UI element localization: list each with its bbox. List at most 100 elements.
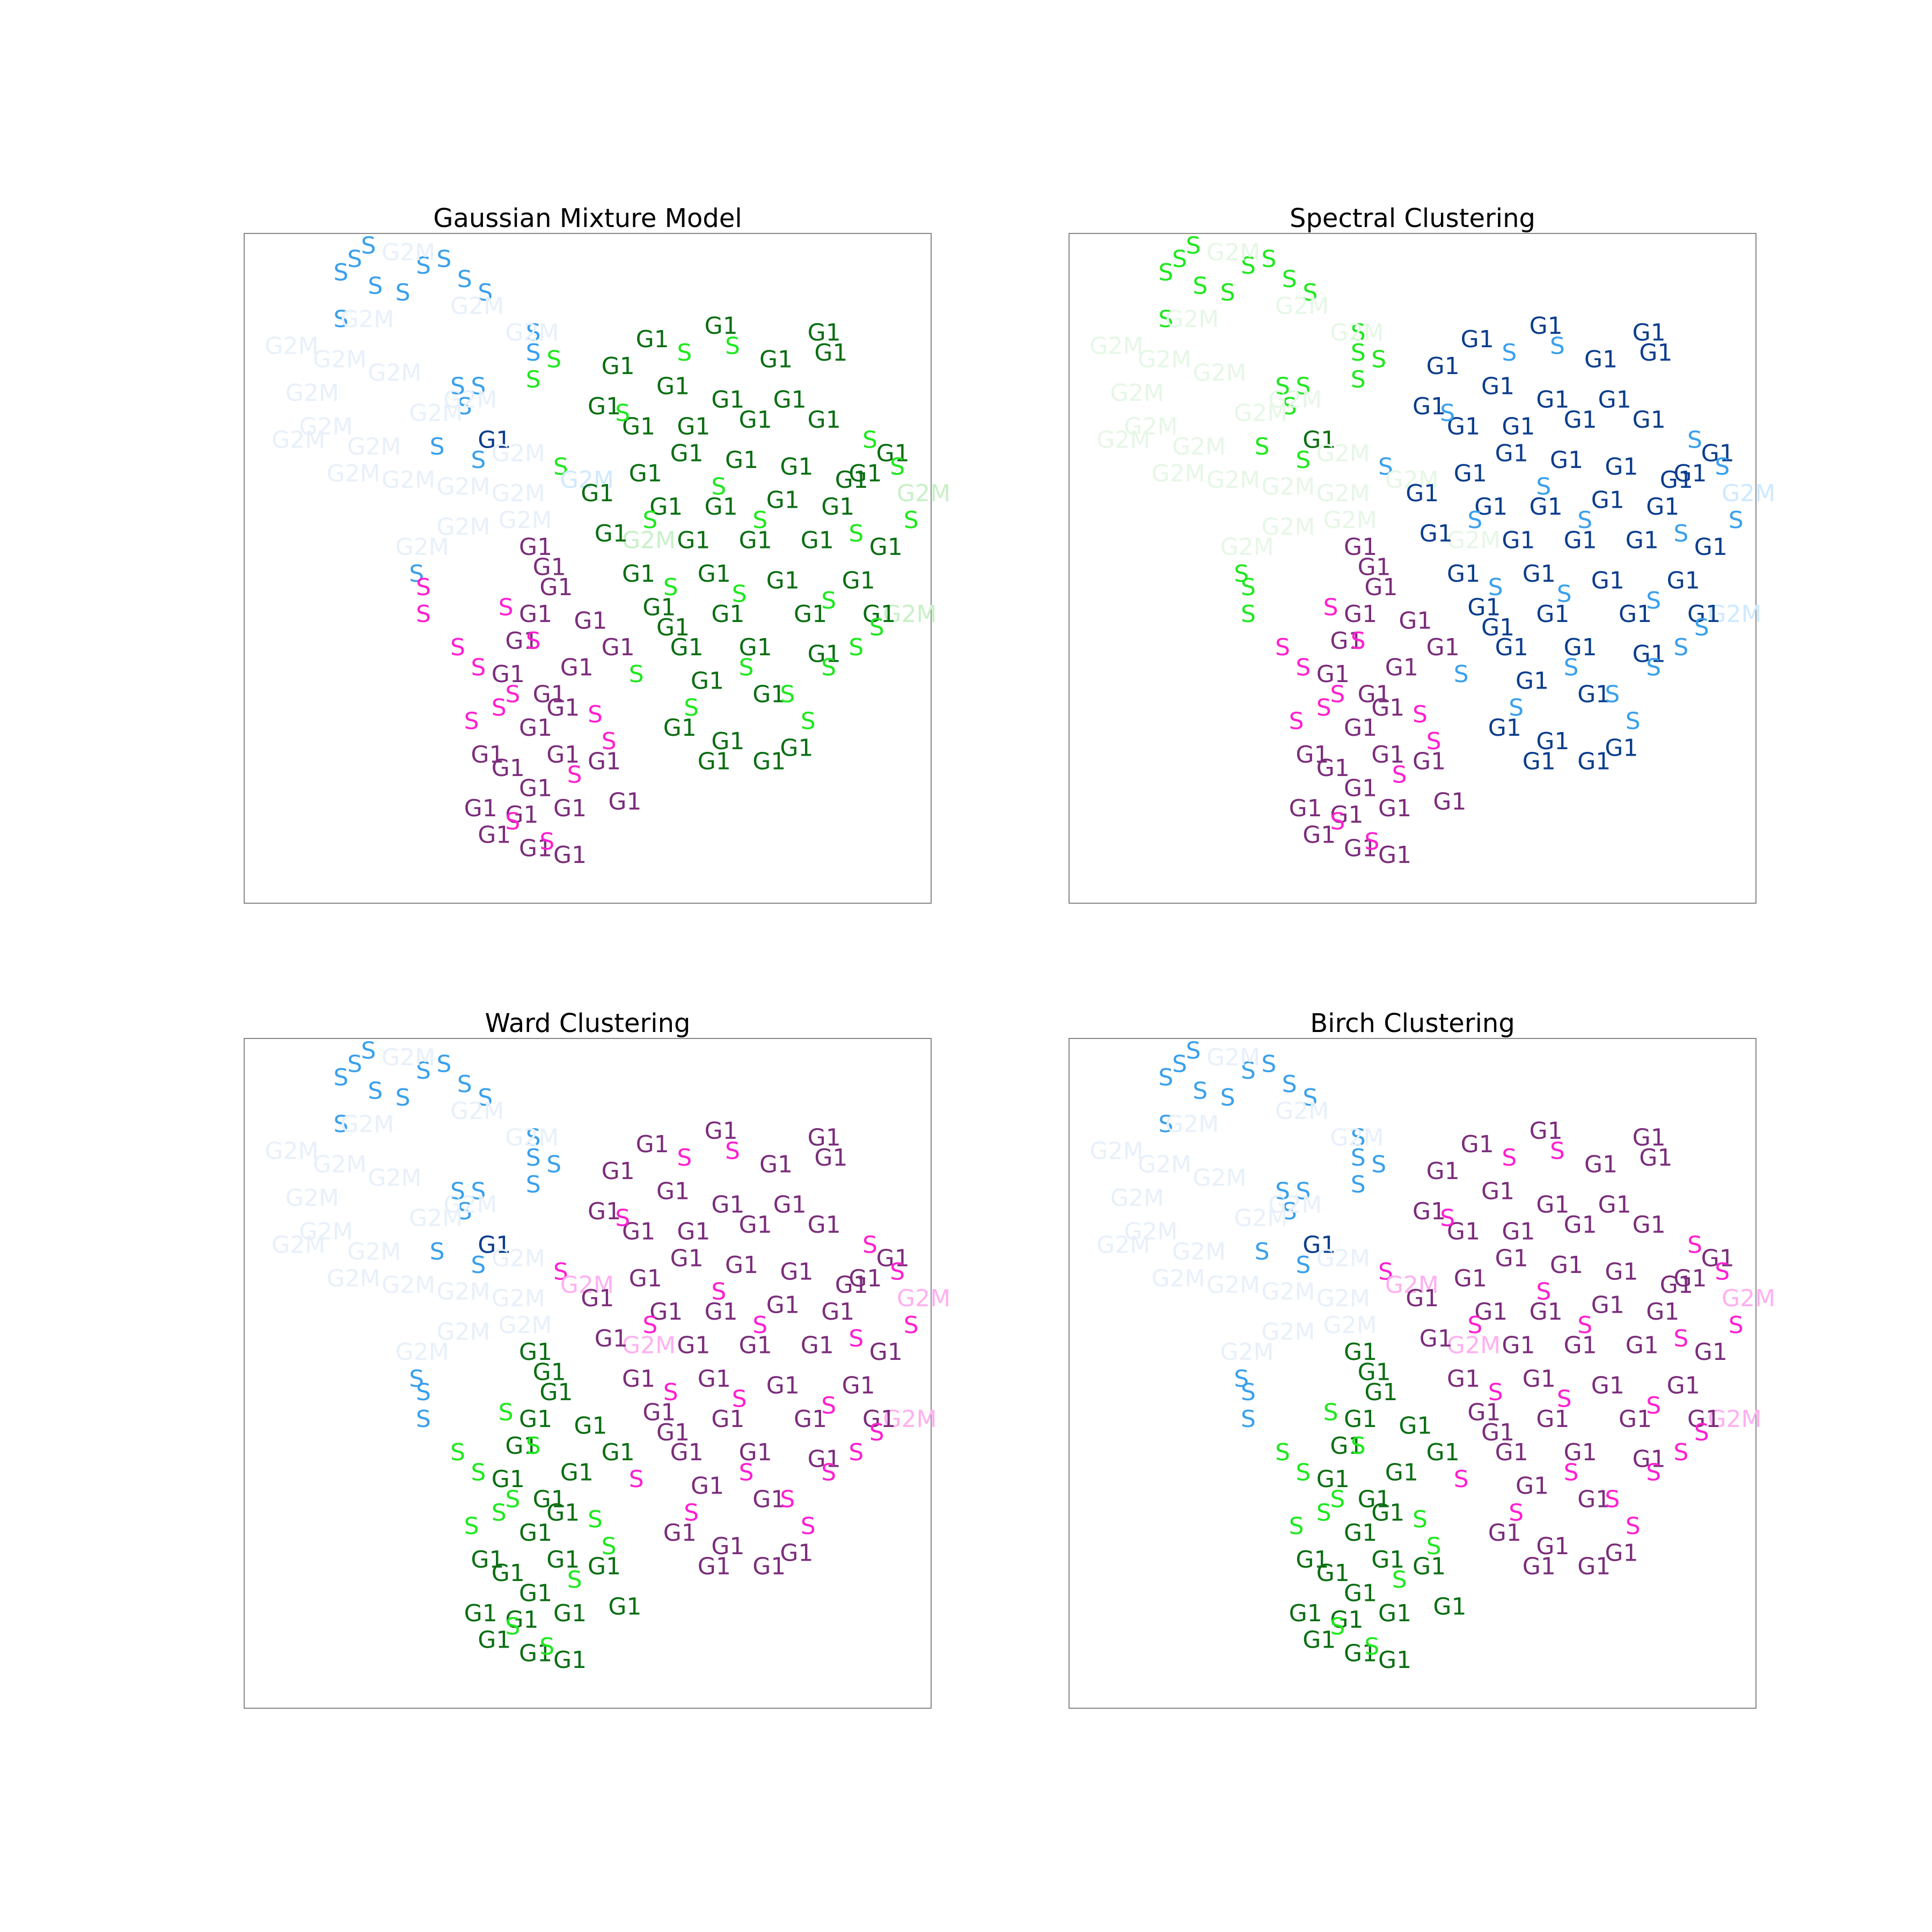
point-label-g2m: G2M xyxy=(1206,239,1260,266)
point-label-g2m: G2M xyxy=(499,507,552,534)
point-label-g1: G1 xyxy=(574,607,607,634)
point-label-g1: G1 xyxy=(1447,413,1480,440)
point-label-s: S xyxy=(1715,1258,1730,1285)
point-label-s: S xyxy=(1454,661,1469,688)
point-label-g2m: G2M xyxy=(327,460,380,487)
point-label-g2m: G2M xyxy=(1316,1285,1370,1312)
point-label-s: S xyxy=(1646,654,1661,682)
point-label-g1: G1 xyxy=(1330,627,1363,655)
point-label-s: S xyxy=(396,1084,411,1111)
point-label-s: S xyxy=(347,245,362,273)
point-label-g1: G1 xyxy=(642,1399,676,1426)
point-label-g1: G1 xyxy=(1584,346,1618,374)
axes-frame xyxy=(1069,233,1757,904)
panel-ward-clustering: Ward Clustering SSS S SS SS SS SSS SSS SSSSG1G2… xyxy=(244,1008,950,1709)
point-label-g1: G1 xyxy=(1495,1439,1528,1466)
point-label-g1: G1 xyxy=(1536,1191,1569,1219)
point-label-s: S xyxy=(1275,1439,1290,1466)
point-label-g1: G1 xyxy=(1454,1265,1487,1292)
point-label-s: S xyxy=(471,1252,486,1279)
point-label-g1: G1 xyxy=(464,1600,497,1627)
point-label-s: S xyxy=(1330,681,1345,708)
point-label-g1: G1 xyxy=(1474,1298,1507,1326)
point-label-g1: G1 xyxy=(1605,734,1638,762)
point-label-g1: G1 xyxy=(1605,1258,1638,1285)
point-label-g2m: G2M xyxy=(1261,1319,1315,1346)
point-label-s: S xyxy=(499,1399,514,1426)
point-label-g1: G1 xyxy=(780,734,813,762)
point-label-g1: G1 xyxy=(1577,1486,1611,1513)
point-label-g2m: G2M xyxy=(347,1238,401,1265)
point-label-g2m: G2M xyxy=(436,473,490,501)
point-label-s: S xyxy=(1220,1084,1235,1111)
point-label-g2m: G2M xyxy=(492,1285,545,1312)
point-label-s: S xyxy=(416,1406,431,1433)
point-label-g1: G1 xyxy=(1687,1406,1721,1433)
point-label-g1: G1 xyxy=(1523,560,1556,588)
point-label-g2m: G2M xyxy=(396,533,449,561)
point-label-g1: G1 xyxy=(739,1332,772,1359)
point-label-g1: G1 xyxy=(1577,1553,1611,1580)
point-label-g1: G1 xyxy=(1474,493,1507,521)
point-label-g1: G1 xyxy=(1633,1211,1666,1239)
point-label-g1: G1 xyxy=(766,1292,800,1319)
point-label-g1: G1 xyxy=(1467,594,1501,621)
point-label-g1: G1 xyxy=(471,741,504,769)
point-label-s: S xyxy=(1577,1312,1592,1339)
point-label-g1: G1 xyxy=(848,460,882,487)
point-label-g1: G1 xyxy=(1564,1211,1597,1239)
point-label-g1: G1 xyxy=(1344,774,1377,802)
point-label-g2m: G2M xyxy=(1089,1138,1143,1165)
point-label-g1: G1 xyxy=(1433,788,1466,815)
axes-frame xyxy=(1069,1038,1757,1709)
point-label-g1: G1 xyxy=(739,634,772,661)
point-label-s: S xyxy=(629,1466,644,1493)
point-label-s: S xyxy=(505,808,520,836)
point-label-g1: G1 xyxy=(588,1198,621,1225)
point-label-s: S xyxy=(1413,701,1428,728)
point-label-s: S xyxy=(526,1124,541,1152)
point-label-g1: G1 xyxy=(505,1606,538,1634)
point-label-s: S xyxy=(1673,1325,1688,1352)
point-label-s: S xyxy=(1351,1432,1366,1460)
point-label-g1: G1 xyxy=(1495,634,1528,661)
point-label-s: S xyxy=(1694,614,1709,641)
point-label-g1: G1 xyxy=(869,1338,903,1366)
point-label-g1: G1 xyxy=(711,1406,744,1433)
point-label-g2m: G2M xyxy=(1447,1332,1501,1359)
point-label-g2m: G2M xyxy=(1096,1231,1150,1258)
point-label-s: S xyxy=(869,1419,884,1446)
point-label-s: S xyxy=(821,1459,836,1487)
point-label-g1: G1 xyxy=(1447,560,1480,588)
point-label-s: S xyxy=(1729,1312,1744,1339)
point-label-s: S xyxy=(1694,1419,1709,1446)
point-label-g1: G1 xyxy=(842,567,875,594)
point-label-s: S xyxy=(1241,1379,1256,1406)
point-label-s: S xyxy=(1715,453,1730,480)
point-label-g1: G1 xyxy=(725,1252,758,1279)
point-label-g1: G1 xyxy=(1605,453,1638,480)
point-label-s: S xyxy=(1351,1171,1366,1198)
point-label-g2m: G2M xyxy=(299,1218,353,1245)
point-label-g1: G1 xyxy=(1619,601,1652,628)
point-label-g1: G1 xyxy=(663,1519,697,1547)
point-label-s: S xyxy=(752,1312,767,1339)
point-label-g1: G1 xyxy=(1633,1446,1666,1473)
point-label-s: S xyxy=(416,601,431,628)
point-label-s: S xyxy=(904,1312,919,1339)
point-label-g1: G1 xyxy=(533,1486,566,1513)
point-label-g1: G1 xyxy=(1358,554,1391,581)
point-label-s: S xyxy=(471,373,486,400)
point-label-g2m: G2M xyxy=(340,1111,394,1138)
point-label-g1: G1 xyxy=(1364,574,1397,601)
point-label-g2m: G2M xyxy=(1206,1044,1260,1071)
point-label-g1: G1 xyxy=(1378,841,1411,869)
point-label-g1: G1 xyxy=(698,560,731,588)
point-label-g1: G1 xyxy=(622,1365,655,1393)
point-label-s: S xyxy=(1186,232,1201,259)
point-label-s: S xyxy=(1289,1513,1304,1540)
point-label-g1: G1 xyxy=(1639,339,1672,367)
point-label-g1: G1 xyxy=(1426,634,1460,661)
point-label-s: S xyxy=(1289,708,1304,735)
point-label-s: S xyxy=(1261,1050,1276,1078)
